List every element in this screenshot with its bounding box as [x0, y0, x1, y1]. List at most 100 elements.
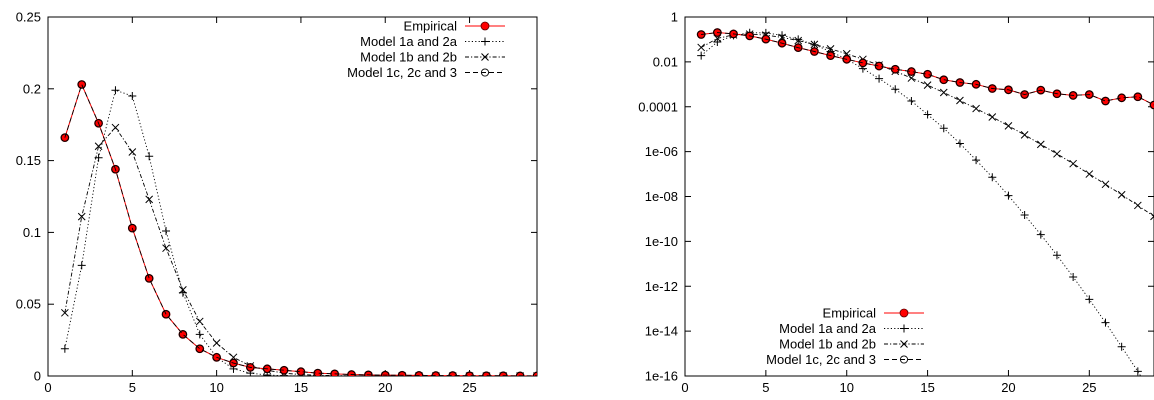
chart2-data-point	[697, 30, 706, 39]
chart2-data-point	[794, 35, 803, 44]
chart2-data-point	[1085, 170, 1094, 178]
chart2-y-tick-label: 1e-10	[645, 234, 678, 249]
chart2-data-point	[875, 62, 884, 71]
chart2-data-point	[1150, 212, 1154, 221]
chart2-data-point	[1004, 122, 1013, 130]
chart2-x-tick-label: 25	[1082, 380, 1096, 395]
chart1-y-tick-label: 0	[34, 369, 41, 384]
chart1-data-point	[77, 80, 86, 89]
chart2-data-point	[939, 75, 948, 84]
chart1-legend-label: Model 1c, 2c and 3	[347, 65, 457, 80]
chart2-legend-marker	[900, 324, 908, 333]
chart1-data-point	[145, 195, 154, 204]
chart2-data-point	[842, 55, 851, 64]
chart1-x-tick-label: 10	[209, 380, 223, 395]
chart1-data-point	[61, 308, 69, 317]
chart1-data-point	[246, 363, 255, 372]
chart2-series-line	[701, 32, 1154, 106]
chart2-data-point	[1085, 295, 1094, 304]
chart2-legend-marker	[899, 355, 909, 364]
chart1-data-point	[229, 359, 238, 368]
chart2-series-empirical	[696, 28, 1154, 110]
chart2-data-point	[891, 85, 900, 94]
chart1-series-model-1a-and-2a	[60, 86, 537, 376]
chart2-series-model-1a-and-2a	[697, 28, 1142, 376]
chart1-data-point	[128, 91, 137, 100]
chart2-data-point	[923, 70, 932, 79]
chart2-data-point	[1004, 85, 1013, 94]
chart2-data-point	[1117, 93, 1126, 102]
chart2-data-point	[1133, 367, 1142, 376]
chart2-data-point	[1069, 91, 1078, 100]
chart1-data-point	[516, 371, 525, 376]
chart2-legend-label: Model 1a and 2a	[779, 321, 877, 336]
chart1-data-point	[60, 344, 69, 353]
chart2-data-point	[972, 80, 981, 89]
chart2-data-point	[826, 51, 835, 60]
chart1-data-point	[398, 371, 407, 376]
chart1-data-point	[263, 364, 272, 373]
chart2-data-point	[1133, 92, 1142, 101]
chart1-data-point	[128, 224, 137, 233]
chart2-data-point	[697, 43, 706, 52]
chart1-data-point	[212, 353, 221, 362]
chart2-data-point	[713, 28, 722, 37]
chart1-x-tick-label: 15	[294, 380, 308, 395]
chart1-legend-marker	[480, 68, 490, 77]
chart1-x-tick-label: 25	[462, 380, 476, 395]
chart2-y-tick-label: 1e-14	[645, 324, 678, 339]
chart1-data-point	[60, 133, 69, 142]
chart1-data-point	[145, 152, 154, 161]
chart-left-linear: 0 5 10 15 20 2500.050.10.150.20.25EmpiricalMo…	[16, 10, 538, 395]
chart2-data-point	[1101, 318, 1110, 327]
chart1-data-point	[178, 330, 187, 339]
chart2-data-point	[1004, 191, 1013, 200]
chart2-data-point	[972, 104, 980, 113]
chart1-plot-area	[60, 80, 537, 376]
chart1-data-point	[313, 369, 322, 376]
chart1-data-point	[111, 86, 120, 95]
chart2-y-tick-label: 1e-12	[645, 279, 678, 294]
chart2-plot-area	[696, 28, 1154, 376]
chart1-data-point	[482, 371, 491, 376]
chart2-data-point	[988, 113, 997, 121]
chart2-data-point	[907, 67, 916, 76]
chart1-data-point	[330, 369, 339, 376]
chart2-data-point	[858, 58, 867, 67]
chart2-x-tick-label: 10	[839, 380, 853, 395]
chart1-data-point	[381, 371, 390, 376]
chart2-data-point	[1117, 190, 1126, 199]
chart1-data-point	[347, 370, 356, 376]
chart1-data-point	[179, 285, 187, 294]
chart2-data-point	[729, 29, 738, 38]
chart1-data-point	[431, 371, 440, 376]
chart2-series-line	[700, 32, 1142, 376]
chart2-y-tick-label: 1	[671, 10, 678, 25]
chart1-y-tick-label: 0.1	[23, 225, 41, 240]
chart2-data-point	[939, 124, 948, 133]
chart2-data-point	[955, 78, 964, 87]
chart2-data-point	[1052, 89, 1062, 98]
chart1-series-line	[64, 89, 537, 376]
chart2-data-point	[794, 43, 803, 52]
chart1-data-point	[111, 123, 120, 132]
chart2-data-point	[972, 156, 981, 165]
chart1-series-line	[64, 126, 537, 376]
chart2-data-point	[907, 97, 916, 106]
chart2-data-point	[1101, 180, 1110, 189]
chart1-legend-marker	[480, 21, 490, 31]
chart1-data-point	[162, 226, 171, 235]
chart2-data-point	[955, 139, 964, 148]
chart1-x-tick-label: 5	[129, 380, 136, 395]
chart1-data-point	[77, 212, 86, 221]
chart1-y-tick-label: 0.2	[23, 81, 41, 96]
chart1-legend-label: Model 1a and 2a	[360, 34, 458, 49]
chart2-data-point	[745, 31, 754, 40]
chart2-data-point	[907, 74, 916, 82]
chart1-data-point	[296, 367, 305, 376]
chart2-y-tick-label: 0.01	[653, 54, 678, 69]
chart1-data-point	[77, 261, 86, 270]
chart2-series-model-1b-and-2b	[697, 30, 1154, 221]
